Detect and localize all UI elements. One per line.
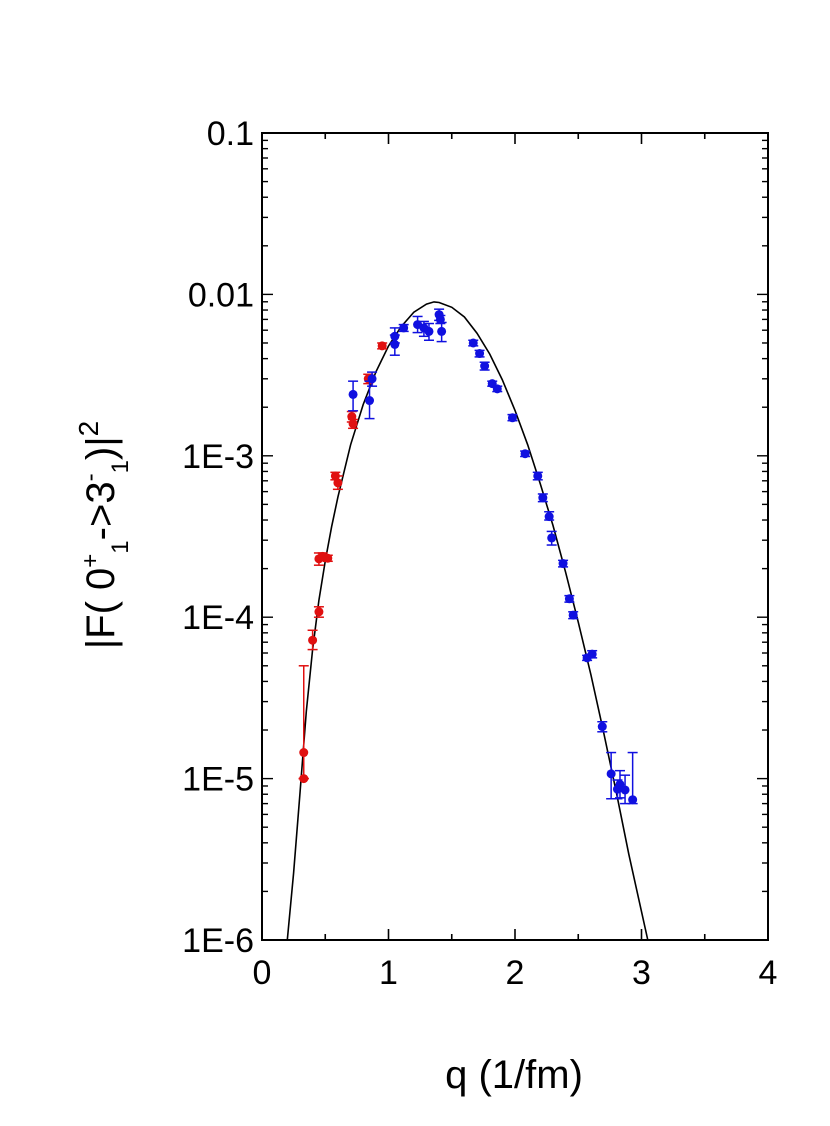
x-tick-label: 3 (632, 954, 651, 992)
data-marker (299, 748, 309, 758)
data-marker (437, 326, 447, 336)
data-point (568, 610, 579, 620)
data-point (474, 349, 485, 359)
x-tick-label: 1 (379, 954, 398, 992)
data-marker (507, 413, 517, 423)
data-point (564, 594, 575, 604)
data-point (492, 384, 503, 394)
data-point (348, 380, 359, 412)
ylabel-sup: 2 (73, 421, 104, 437)
data-marker (348, 389, 358, 399)
data-marker (435, 314, 445, 324)
data-marker (377, 341, 387, 351)
data-marker (620, 785, 630, 795)
axes: 0 1 2 3 4 1E-6 1E-5 1E-4 1E-3 0.01 0.1 (182, 115, 777, 992)
ylabel-sup: - (77, 473, 104, 481)
data-marker (558, 559, 568, 569)
data-marker (533, 471, 543, 481)
plot-frame (261, 132, 769, 941)
data-marker (520, 449, 530, 459)
data-point (313, 606, 324, 618)
data-marker (568, 610, 578, 620)
y-axis-title: |F( 0+1->3-1)|2 (73, 421, 134, 649)
data-point (606, 751, 617, 800)
data-marker (308, 635, 318, 645)
data-marker (399, 323, 409, 333)
data-marker (314, 607, 324, 617)
y-tick-label: 1E-3 (182, 438, 254, 476)
data-point (322, 553, 333, 563)
data-point (436, 321, 447, 343)
data-point (587, 649, 598, 659)
data-marker (367, 374, 377, 384)
data-point (398, 323, 409, 333)
data-marker (492, 384, 502, 394)
fit-curve (286, 301, 649, 940)
data-point (389, 334, 400, 356)
data-marks (298, 308, 638, 805)
x-tick-label: 0 (253, 954, 272, 992)
data-point (377, 341, 388, 351)
data-marker (564, 594, 574, 604)
ylabel-main: )| (79, 436, 123, 460)
x-tick-label: 2 (506, 954, 525, 992)
data-marker (424, 326, 434, 336)
x-axis-title: q (1/fm) (445, 1053, 583, 1097)
ylabel-main: ->3 (79, 481, 123, 540)
data-point (558, 559, 569, 569)
data-marker (333, 478, 343, 488)
x-tick-label: 4 (759, 954, 778, 992)
data-point (307, 629, 318, 651)
y-tick-label: 0.1 (207, 115, 254, 153)
data-point (520, 449, 531, 459)
data-marker (323, 553, 333, 563)
data-marker (348, 419, 358, 429)
data-point (546, 530, 557, 546)
y-tick-label: 1E-6 (182, 922, 254, 960)
data-point (332, 475, 343, 491)
data-point (479, 361, 490, 371)
data-point (627, 751, 638, 805)
data-point (418, 320, 429, 338)
data-point (348, 418, 359, 430)
plot-area (286, 301, 649, 940)
data-marker (587, 649, 597, 659)
data-marker (538, 493, 548, 503)
ylabel-sup: + (77, 554, 104, 568)
ylabel-sub: 1 (107, 460, 134, 473)
data-marker (365, 396, 375, 406)
data-point (507, 413, 518, 423)
data-point (544, 511, 555, 522)
data-point (537, 493, 548, 503)
data-marker (606, 769, 616, 779)
data-marker (547, 533, 557, 543)
data-point (597, 721, 608, 733)
y-tick-label: 0.01 (188, 276, 254, 314)
data-point (298, 665, 309, 780)
data-point (364, 380, 375, 420)
data-point (468, 338, 479, 348)
data-marker (628, 795, 638, 805)
ylabel-sub: 1 (107, 540, 134, 553)
data-point (423, 322, 434, 341)
data-marker (597, 722, 607, 732)
ylabel-main: |F( 0 (79, 568, 123, 650)
data-marker (480, 361, 490, 371)
y-tick-label: 1E-4 (182, 599, 254, 637)
data-marker (468, 338, 478, 348)
data-marker (390, 339, 400, 349)
data-marker (544, 512, 554, 522)
y-tick-label: 1E-5 (182, 761, 254, 799)
data-marker (475, 349, 485, 359)
data-point (532, 471, 543, 481)
data-point (367, 371, 378, 387)
